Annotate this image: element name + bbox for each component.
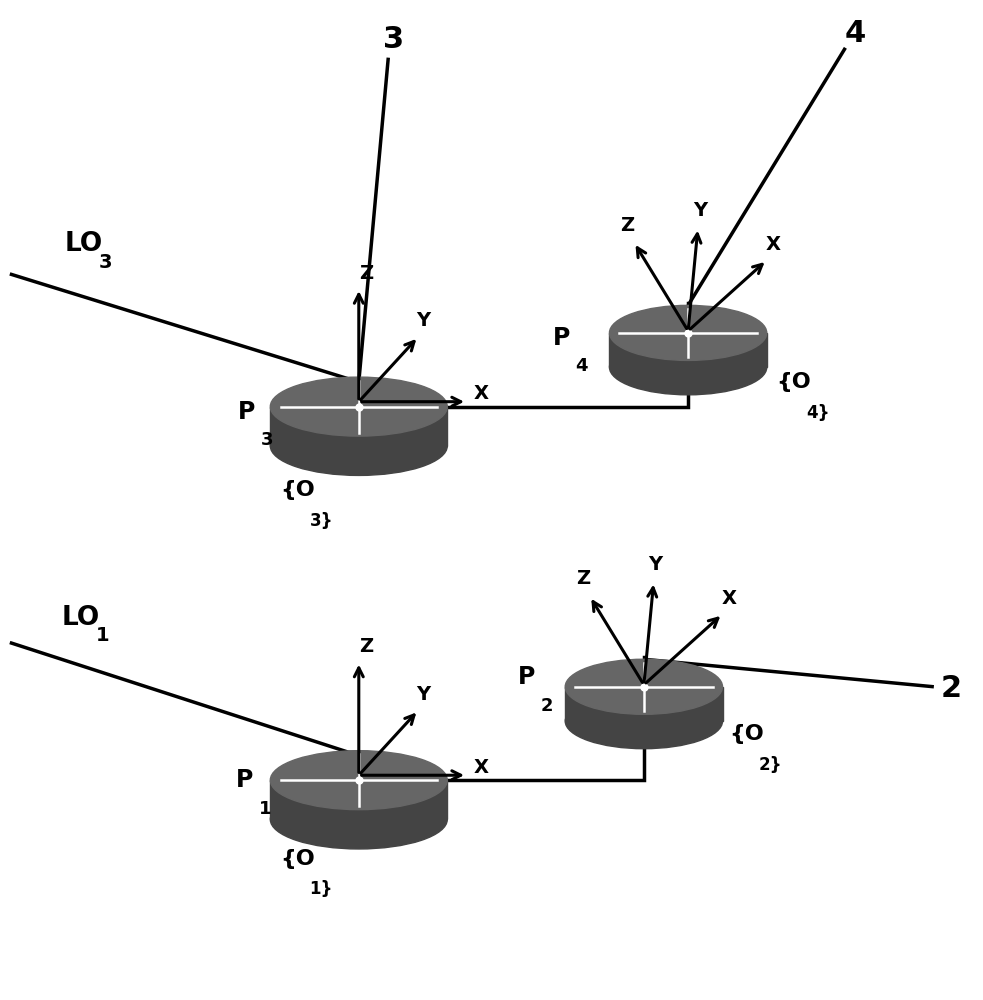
Ellipse shape (565, 694, 723, 749)
Text: Y: Y (649, 555, 663, 574)
Text: P: P (552, 326, 570, 350)
Text: 4: 4 (575, 357, 588, 375)
Ellipse shape (270, 377, 447, 436)
Text: 4: 4 (844, 19, 866, 48)
Polygon shape (609, 333, 767, 367)
Ellipse shape (565, 659, 723, 714)
Text: Y: Y (693, 201, 707, 220)
Polygon shape (270, 780, 447, 819)
Text: 3: 3 (382, 25, 404, 54)
Ellipse shape (609, 340, 767, 395)
Text: Z: Z (620, 216, 634, 235)
Text: P: P (238, 400, 256, 424)
Text: X: X (766, 235, 781, 254)
Text: LO: LO (65, 231, 102, 257)
Text: 1: 1 (95, 626, 109, 645)
Polygon shape (270, 407, 447, 446)
Text: 3}: 3} (310, 512, 333, 530)
Text: 4}: 4} (806, 404, 830, 422)
Polygon shape (565, 687, 723, 721)
Ellipse shape (609, 305, 767, 360)
Text: {O: {O (777, 372, 811, 392)
Text: X: X (474, 384, 489, 403)
Text: Y: Y (417, 685, 431, 704)
Text: Z: Z (576, 569, 590, 588)
Ellipse shape (270, 751, 447, 810)
Text: 3: 3 (260, 431, 273, 449)
Text: Y: Y (417, 311, 431, 330)
Text: 1}: 1} (310, 880, 333, 898)
Ellipse shape (270, 416, 447, 475)
Text: {O: {O (280, 849, 315, 869)
Text: P: P (518, 665, 536, 689)
Text: LO: LO (62, 605, 99, 631)
Text: X: X (722, 589, 737, 608)
Text: Z: Z (360, 264, 374, 283)
Text: X: X (474, 758, 489, 777)
Text: 3: 3 (98, 253, 112, 272)
Text: {O: {O (729, 724, 764, 744)
Text: 2: 2 (941, 674, 962, 703)
Text: {O: {O (280, 480, 315, 500)
Ellipse shape (270, 790, 447, 849)
Text: 2: 2 (541, 697, 553, 715)
Text: P: P (236, 768, 254, 792)
Text: 2}: 2} (759, 756, 782, 774)
Text: 1: 1 (259, 800, 271, 818)
Text: Z: Z (360, 637, 374, 656)
